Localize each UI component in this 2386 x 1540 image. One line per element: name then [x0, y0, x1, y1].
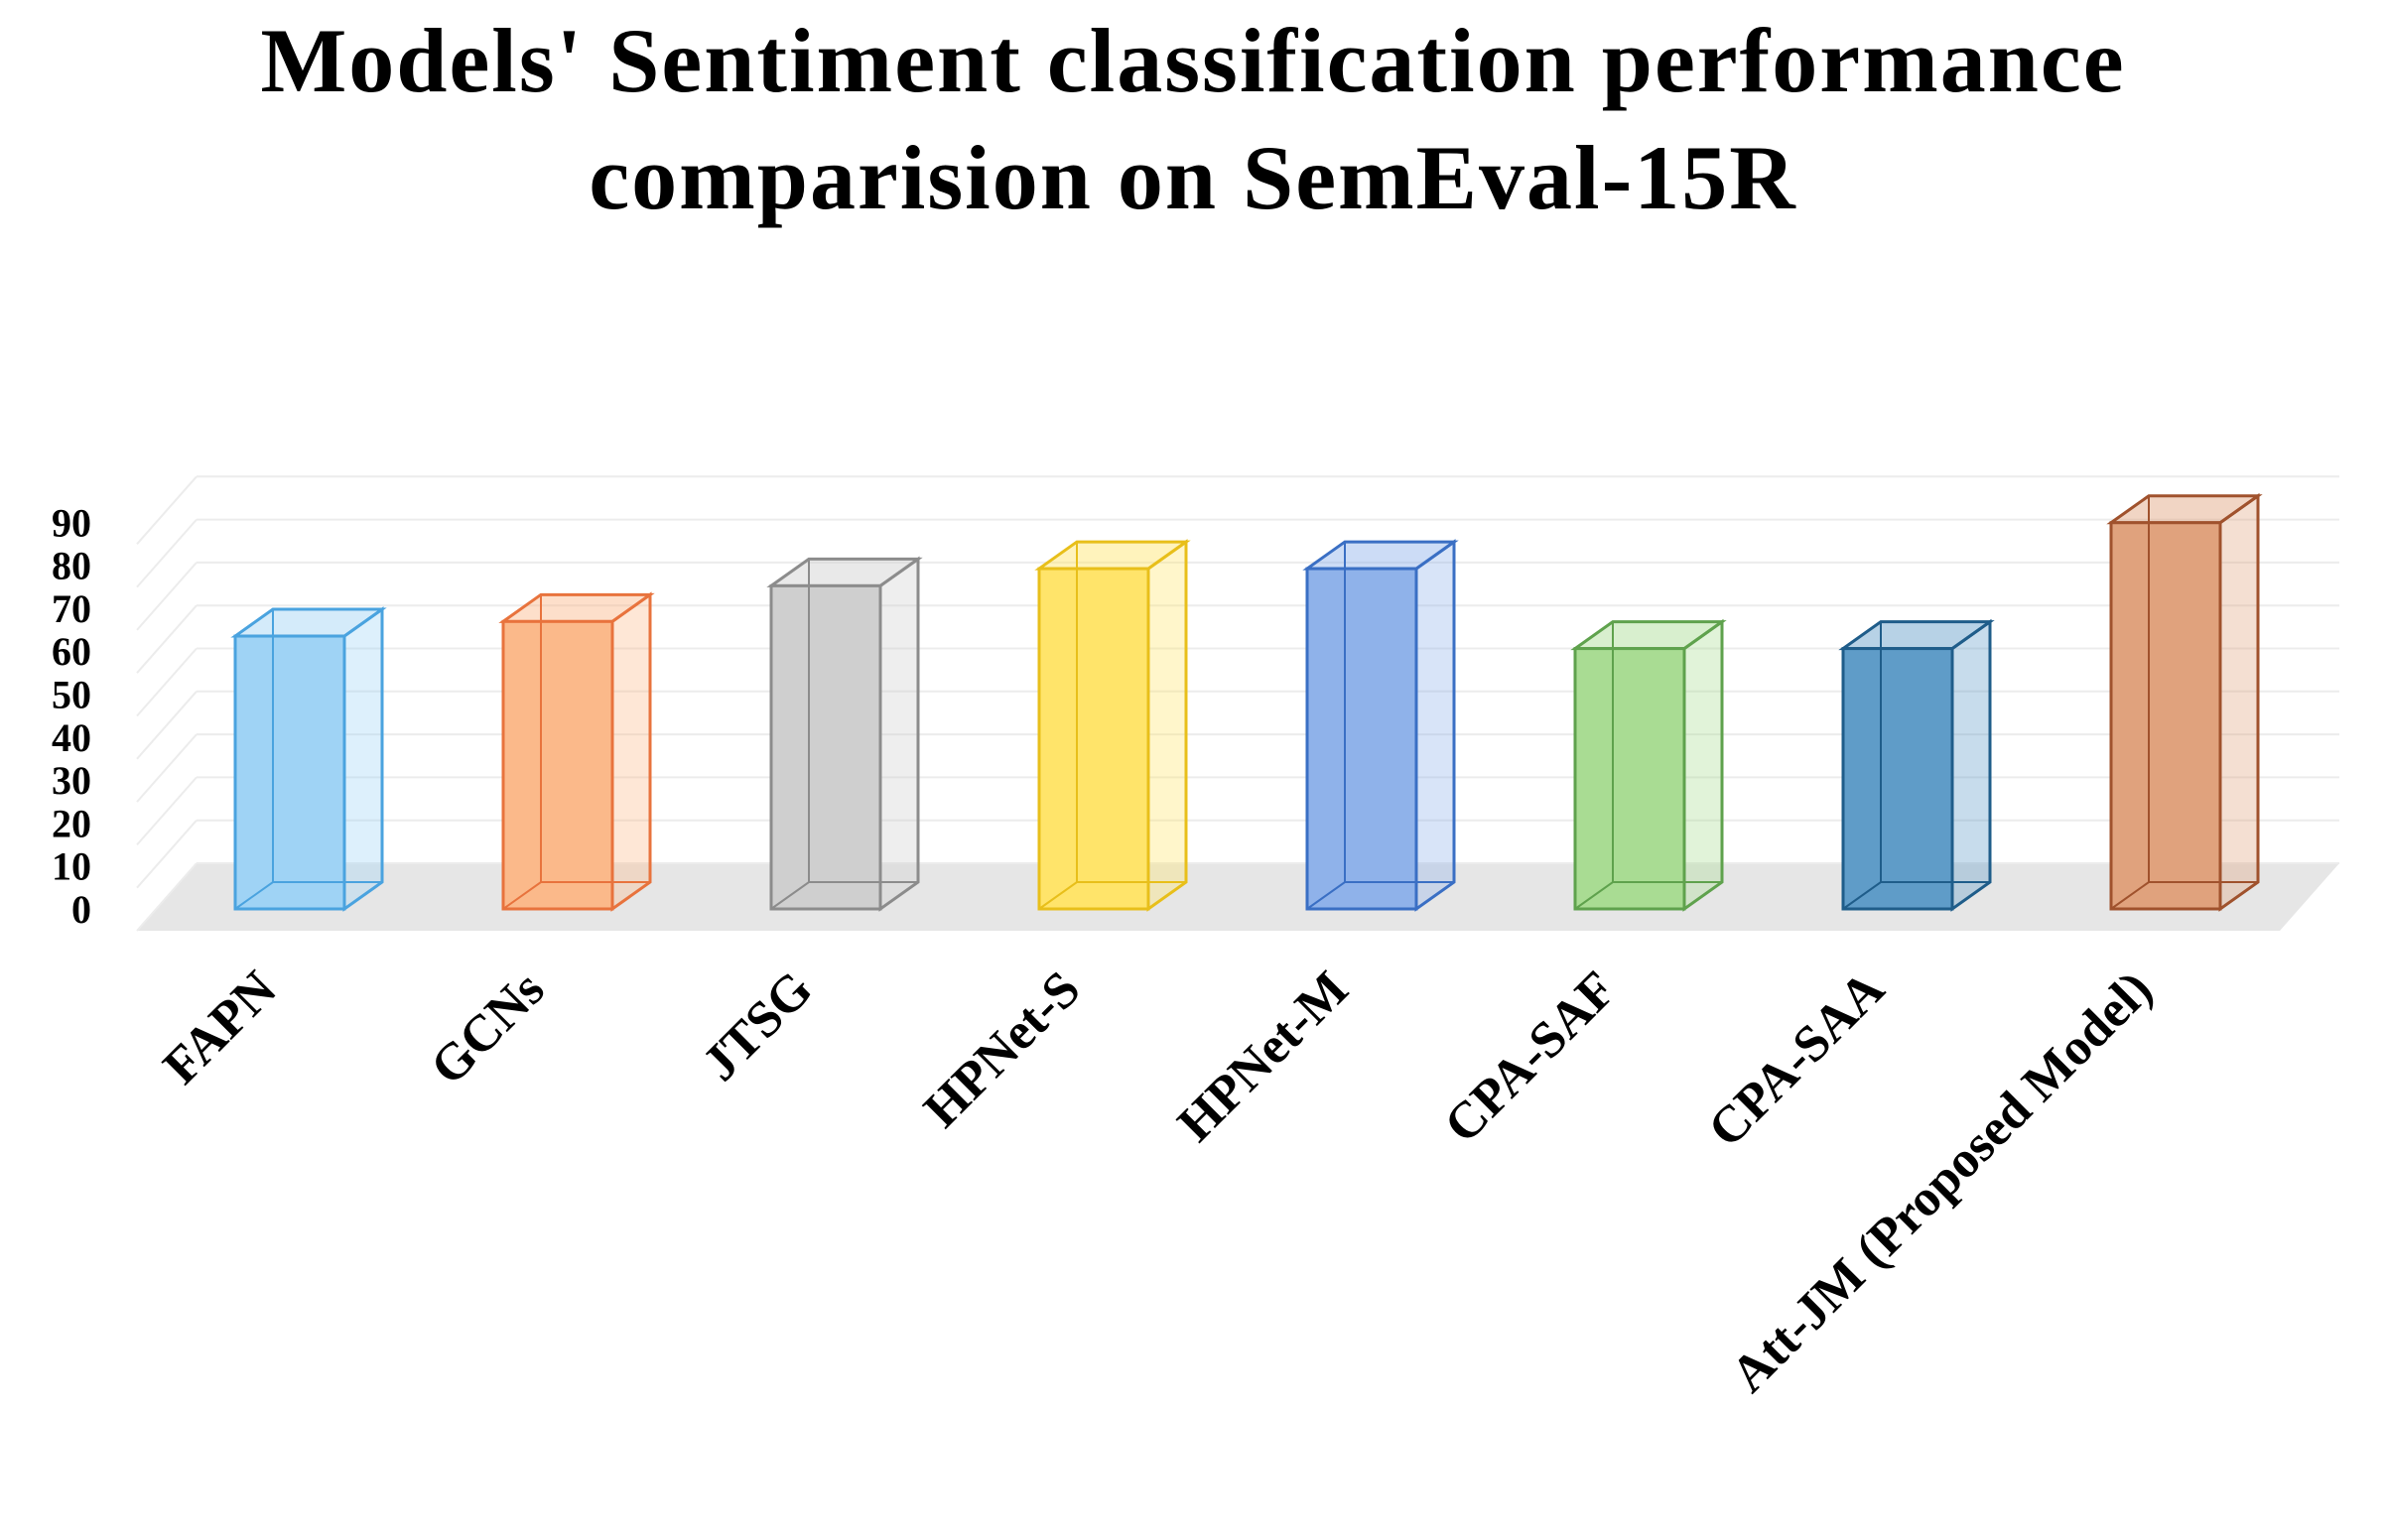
y-tick-label: 40 — [52, 715, 91, 760]
gridline-side — [136, 647, 198, 717]
gridline-side — [136, 691, 198, 760]
y-tick-label: 10 — [52, 844, 91, 889]
y-tick-label: 60 — [52, 629, 91, 674]
gridline-side — [136, 862, 198, 932]
bar — [230, 606, 387, 912]
plot-floor-plane — [137, 863, 2339, 931]
bar-front — [501, 619, 614, 911]
chart-title: Models' Sentiment classification perform… — [260, 10, 2125, 228]
bar — [2106, 492, 2263, 912]
gridline-side — [136, 518, 198, 588]
y-tick-label: 70 — [52, 586, 91, 631]
bar-side — [1414, 539, 1456, 912]
x-tick-label: CPA-SAF — [1434, 961, 1628, 1154]
gridline-side — [136, 820, 198, 889]
bar-front — [769, 583, 882, 911]
x-tick-label: HPNet-S — [913, 961, 1091, 1138]
y-tick-label: 90 — [52, 500, 91, 545]
bar-side — [610, 591, 652, 912]
bar-side — [342, 606, 384, 912]
x-tick-label: Att-JM (Proposed Model) — [1720, 961, 2163, 1403]
bar — [1838, 618, 1995, 912]
bar-side — [1146, 539, 1188, 912]
y-tick-label: 0 — [71, 887, 91, 932]
x-tick-label: JTSG — [692, 961, 823, 1091]
bar-front — [2109, 521, 2222, 911]
x-tick-label: GCNs — [420, 961, 555, 1095]
gridline-side — [136, 733, 198, 803]
bar — [1034, 539, 1191, 912]
bar-front — [1305, 567, 1418, 911]
bar — [1302, 539, 1459, 912]
gridline-side — [136, 604, 198, 674]
bar-side — [1950, 618, 1992, 912]
y-tick-label: 80 — [52, 544, 91, 588]
gridline-side — [136, 776, 198, 846]
plot-floor — [137, 863, 2339, 931]
bar-side — [878, 556, 920, 912]
bars — [230, 492, 2263, 912]
chart-title-line-1: Models' Sentiment classification perform… — [260, 10, 2125, 111]
gridline-side — [136, 475, 198, 545]
gridline-side — [136, 562, 198, 631]
x-tick-label: HPNet-M — [1167, 961, 1359, 1152]
x-tick-label: CPA-SAA — [1698, 961, 1896, 1158]
chart-title-line-2: comparision on SemEval-15R — [589, 127, 1796, 228]
bar-front — [233, 634, 346, 911]
gridlines — [136, 475, 2339, 932]
y-tick-label: 30 — [52, 758, 91, 803]
bar-front — [1573, 647, 1686, 911]
x-axis: FAPN GCNs JTSG HPNet-S HPNet-M CPA-SAF CPA-SAA… — [153, 961, 2164, 1403]
bar-side — [2218, 492, 2260, 912]
y-tick-label: 50 — [52, 673, 91, 717]
bar — [498, 591, 655, 912]
bar — [766, 556, 923, 912]
x-tick-label: FAPN — [153, 961, 288, 1095]
bar-front — [1037, 567, 1150, 911]
bar-side — [1682, 618, 1724, 912]
y-tick-label: 20 — [52, 801, 91, 845]
bar-front — [1841, 647, 1954, 911]
bar — [1570, 618, 1727, 912]
